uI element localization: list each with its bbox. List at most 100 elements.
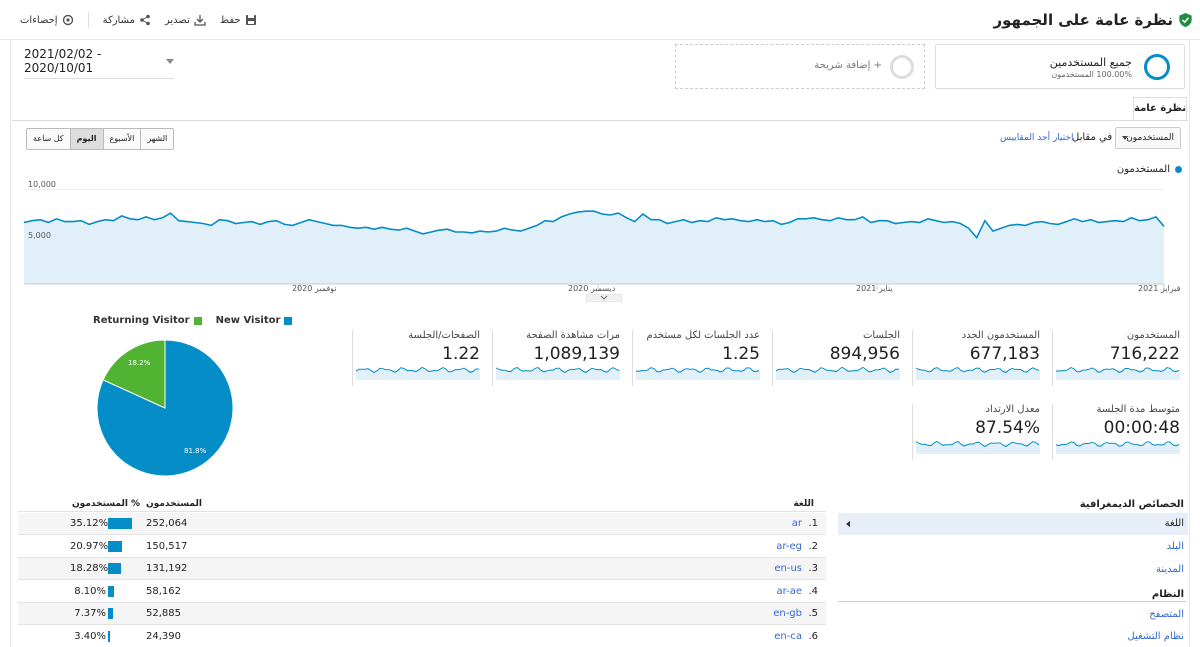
table-row: 5. en-gb 52,885 7.37% (18, 603, 826, 625)
share-icon (140, 14, 150, 26)
export-label: تصدير (164, 14, 190, 26)
pick-metric-link[interactable]: اختيار أحد المقاييس (1000, 133, 1074, 143)
scorecard-value: 87.54% (975, 418, 1040, 438)
page-title-text: نظرة عامة على الجمهور (993, 11, 1174, 29)
save-icon (245, 15, 256, 25)
table-header-rule (18, 511, 826, 512)
chevron-down-icon (166, 58, 174, 64)
x-tick-label: يناير 2021 (856, 284, 893, 293)
scorecard-label: المستخدمون الجدد (961, 330, 1040, 341)
chevron-down-icon (1122, 136, 1128, 140)
row-share-bar (108, 540, 123, 552)
system-title: النظام (1151, 589, 1184, 600)
scorecard[interactable]: الصفحات/الجلسة 1.22 (352, 330, 484, 386)
period-hourly-button[interactable]: كل ساعة (27, 129, 70, 149)
scorecard[interactable]: المستخدمون الجدد 677,183 (912, 330, 1044, 386)
pie-label-returning: 18.2% (128, 359, 151, 367)
scorecard[interactable]: عدد الجلسات لكل مستخدم 1.25 (632, 330, 764, 386)
system-item-browser[interactable]: المتصفح (1149, 609, 1184, 620)
segment-all-users[interactable]: جميع المستخدمين 100.00% المستخدمون (935, 44, 1185, 89)
sparkline-line (496, 366, 620, 374)
row-index: 1. (808, 518, 818, 529)
row-language-link[interactable]: en-gb (773, 608, 802, 619)
chart-legend: المستخدمون (1117, 164, 1182, 175)
share-button[interactable]: مشاركة (103, 14, 151, 26)
chart-resize-handle[interactable] (586, 294, 622, 302)
date-range-picker[interactable]: 2021/02/02 - 2020/10/01 (24, 47, 174, 79)
scorecard[interactable]: الجلسات 894,956 (772, 330, 904, 386)
scorecard-label: متوسط مدة الجلسة (1096, 404, 1181, 415)
save-button[interactable]: حفظ (220, 14, 257, 26)
row-divider (18, 601, 826, 603)
demographics-item-label: اللغة (1164, 518, 1184, 529)
row-language-link[interactable]: ar (791, 518, 802, 529)
insights-label: إحصاءات (20, 14, 58, 26)
demographics-title: الخصائص الديمغرافية (1079, 499, 1184, 510)
sparkline-line (636, 367, 760, 373)
row-language-link[interactable]: en-ca (774, 630, 802, 642)
row-language-link[interactable]: ar-ae (776, 585, 803, 597)
download-icon (194, 15, 206, 26)
scorecard-sparkline (776, 366, 900, 380)
visitor-pie-chart[interactable]: 81.8% 18.2% (95, 338, 235, 478)
row-share-bar (108, 630, 111, 642)
demographics-item-city[interactable]: المدينة (1155, 564, 1184, 575)
add-segment-label: + إضافة شريحة (814, 60, 882, 71)
scorecard-value: 1,089,139 (533, 344, 620, 364)
row-index: 2. (808, 540, 818, 552)
sparkline-line (776, 366, 900, 374)
scorecard[interactable]: مرات مشاهدة الصفحة 1,089,139 (492, 330, 624, 386)
scorecard-value: 894,956 (829, 344, 900, 364)
row-divider (18, 556, 826, 558)
y-tick-label: 5,000 (28, 231, 51, 240)
metric-select[interactable]: المستخدمون (1115, 127, 1181, 149)
demographics-item-language[interactable]: اللغة (838, 513, 1188, 535)
demographics-item-country[interactable]: البلد (1166, 541, 1184, 552)
scorecard-sparkline (496, 366, 620, 380)
row-index: 3. (808, 563, 818, 574)
row-index: 6. (808, 630, 818, 642)
sparkline-area (916, 370, 1040, 380)
period-toggle: كل ساعة اليوم الأسبوع الشهر (26, 128, 175, 150)
row-percent: 18.28% (70, 563, 109, 574)
sparkline-line (916, 367, 1040, 373)
scorecard[interactable]: متوسط مدة الجلسة 00:00:48 (1052, 404, 1184, 460)
system-divider (838, 601, 1186, 602)
scorecard-sparkline (636, 367, 760, 380)
row-divider (18, 534, 826, 535)
insights-button[interactable]: إحصاءات (20, 14, 74, 26)
row-users: 150,517 (146, 540, 188, 552)
period-day-button[interactable]: اليوم (69, 129, 103, 149)
scorecard[interactable]: معدل الارتداد 87.54% (912, 404, 1044, 460)
row-percent: 3.40% (74, 630, 106, 642)
insights-icon (62, 14, 73, 26)
x-tick-label: فبراير 2021 (1138, 284, 1181, 293)
row-share-bar (108, 585, 114, 597)
sparkline-area (1056, 444, 1180, 454)
segment-percent: 100.00% المستخدمون (1051, 70, 1132, 79)
row-language-link[interactable]: ar-eg (776, 540, 802, 552)
scorecard-label: عدد الجلسات لكل مستخدم (646, 330, 760, 341)
row-language-link[interactable]: en-us (774, 563, 802, 574)
export-button[interactable]: تصدير (165, 14, 206, 26)
sparkline-area (916, 444, 1040, 454)
users-line-chart[interactable] (24, 176, 1184, 301)
save-label: حفظ (219, 14, 241, 26)
scorecard-sparkline (356, 366, 480, 380)
scorecard-sparkline (1056, 367, 1180, 380)
column-header-users[interactable]: المستخدمون (146, 499, 202, 509)
scorecard[interactable]: المستخدمون 716,222 (1052, 330, 1184, 386)
pie-slice-returning[interactable] (102, 339, 166, 409)
add-segment-button[interactable]: + إضافة شريحة (675, 44, 925, 89)
scorecard-label: معدل الارتداد (985, 404, 1040, 415)
metric-select-value: المستخدمون (1126, 133, 1174, 143)
sparkline-line (1056, 441, 1180, 447)
scorecard-value: 1.25 (722, 344, 760, 364)
system-item-os[interactable]: نظام التشغيل (1127, 631, 1184, 642)
scorecard-value: 1.22 (442, 344, 480, 364)
tab-overview[interactable]: نظرة عامة (1133, 97, 1187, 121)
page-title: نظرة عامة على الجمهور (994, 11, 1193, 29)
period-week-button[interactable]: الأسبوع (102, 129, 141, 149)
users-line (24, 210, 1165, 240)
period-month-button[interactable]: الشهر (140, 129, 174, 149)
